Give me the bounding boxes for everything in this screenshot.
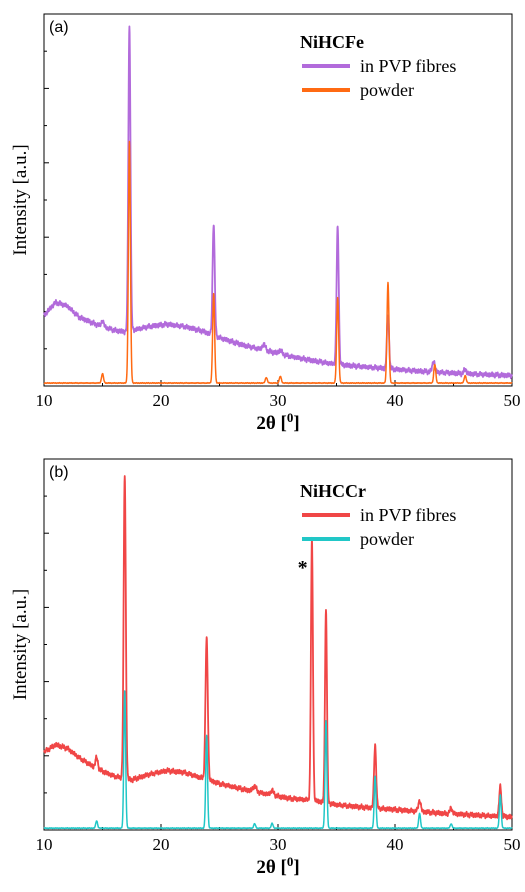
annotation-asterisk: * — [298, 557, 308, 579]
x-tick-label: 20 — [153, 835, 170, 854]
x-tick-label: 20 — [153, 391, 170, 410]
x-tick-label: 10 — [36, 835, 53, 854]
x-axis-title-a: 2θ [0] — [256, 410, 299, 434]
y-axis-title-a: Intensity [a.u.] — [10, 144, 31, 255]
series-group-a — [43, 25, 513, 385]
x-tick-label: 30 — [270, 391, 287, 410]
panel-label-b: (b) — [49, 464, 69, 481]
legend-a: NiHCFe in PVP fibres powder — [300, 32, 456, 100]
legend-title-a: NiHCFe — [300, 32, 364, 52]
legend-label-a-powder: powder — [360, 80, 414, 100]
panel-label-a: (a) — [49, 19, 69, 36]
legend-label-a-fibres: in PVP fibres — [360, 56, 456, 76]
x-tick-label: 10 — [36, 391, 53, 410]
x-tick-label: 50 — [504, 835, 521, 854]
x-axis-ticks-b: 10 20 30 40 50 — [36, 824, 521, 854]
x-tick-label: 30 — [270, 835, 287, 854]
legend-title-b: NiHCCr — [300, 481, 366, 501]
x-axis-title-sup-a: 0 — [287, 410, 294, 425]
x-axis-title-sup-b: 0 — [287, 854, 294, 869]
x-axis-title-b: 2θ [0] — [256, 854, 299, 878]
legend-label-b-fibres: in PVP fibres — [360, 505, 456, 525]
series-line-fibres — [43, 25, 513, 380]
x-axis-title-main-a: 2θ [ — [256, 413, 287, 434]
x-tick-label: 40 — [387, 835, 404, 854]
panel-b: 10 20 30 40 50 (b) Intensity [a.u.] 2θ [0] *… — [10, 458, 521, 878]
legend-label-b-powder: powder — [360, 529, 414, 549]
y-axis-ticks-b — [44, 458, 49, 794]
x-tick-label: 50 — [504, 391, 521, 410]
x-axis-title-end-b: ] — [293, 857, 299, 878]
x-tick-label: 40 — [387, 391, 404, 410]
y-axis-title-b: Intensity [a.u.] — [10, 589, 31, 700]
x-axis-ticks-a: 10 20 30 40 50 — [36, 380, 521, 410]
series-line-powder — [43, 690, 513, 830]
panel-a: 10 20 30 40 50 (a) Intensity [a.u.] 2θ [0] N… — [10, 13, 521, 434]
legend-b: NiHCCr in PVP fibres powder — [300, 481, 456, 549]
series-line-fibres — [43, 475, 513, 821]
series-line-powder — [43, 140, 513, 385]
x-axis-title-main-b: 2θ [ — [256, 857, 287, 878]
y-axis-ticks-a — [44, 13, 49, 350]
x-axis-title-end-a: ] — [293, 413, 299, 434]
series-group-b — [43, 475, 513, 830]
